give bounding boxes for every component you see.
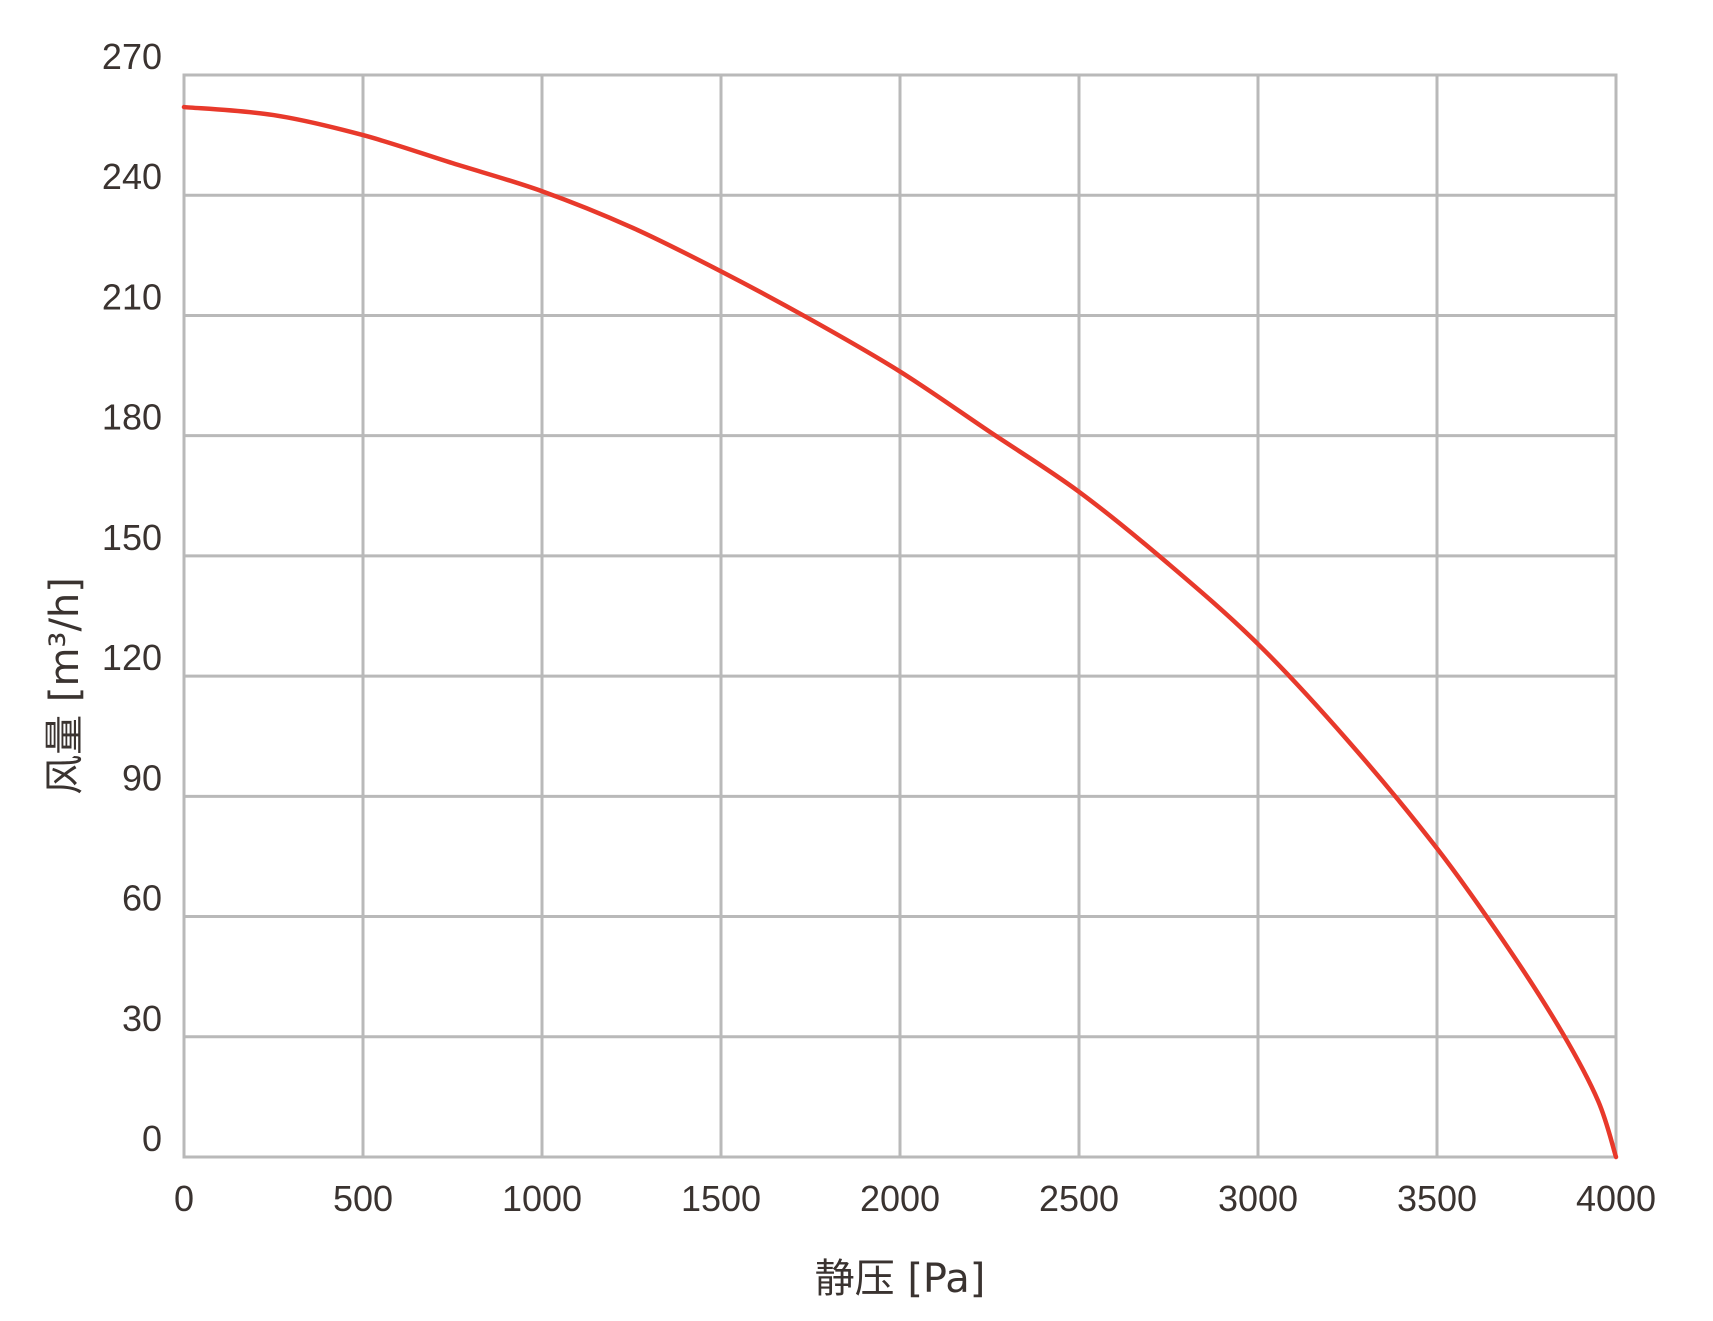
y-tick-label: 60 [122, 878, 162, 919]
x-tick-label: 1000 [502, 1178, 582, 1219]
x-tick-label: 4000 [1576, 1178, 1656, 1219]
y-tick-label: 150 [102, 517, 162, 558]
y-tick-label: 270 [102, 36, 162, 77]
x-tick-label: 500 [333, 1178, 393, 1219]
series-layer [181, 104, 1619, 1160]
y-tick-label: 30 [122, 998, 162, 1039]
y-tick-label: 120 [102, 637, 162, 678]
y-tick-label: 90 [122, 757, 162, 798]
x-tick-label: 0 [174, 1178, 194, 1219]
y-tick-label: 210 [102, 276, 162, 317]
y-tick-labels: 0 30 60 90 120 150 180 210 240 270 [102, 36, 162, 1159]
y-tick-label: 240 [102, 156, 162, 197]
y-tick-label: 180 [102, 397, 162, 438]
series-line-0 [181, 104, 1619, 1160]
x-tick-labels: 0 500 1000 1500 2000 2500 3000 3500 4000 [174, 1178, 1656, 1219]
x-axis-title: 静压 [Pa] [815, 1256, 986, 1302]
x-tick-label: 2000 [860, 1178, 940, 1219]
x-tick-label: 1500 [681, 1178, 761, 1219]
x-tick-label: 3500 [1397, 1178, 1477, 1219]
x-tick-label: 3000 [1218, 1178, 1298, 1219]
plot-frame [182, 73, 1618, 1159]
x-tick-label: 2500 [1039, 1178, 1119, 1219]
y-axis-title: 风量 [m³/h] [42, 577, 88, 795]
y-tick-label: 0 [142, 1118, 162, 1159]
grid-lines [182, 73, 1618, 1159]
